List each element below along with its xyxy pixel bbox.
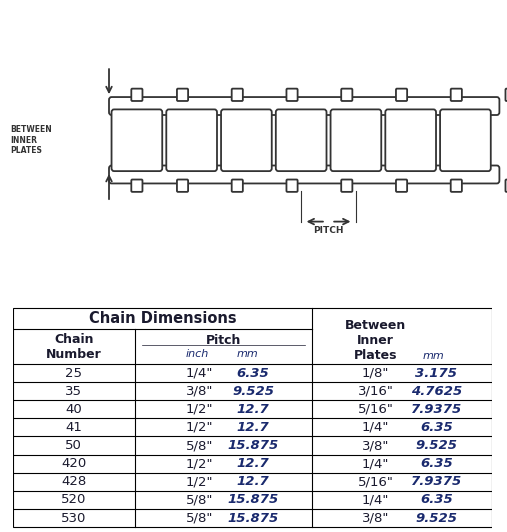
Text: 3/8": 3/8" bbox=[362, 512, 389, 525]
Text: 40: 40 bbox=[65, 403, 82, 416]
FancyBboxPatch shape bbox=[286, 179, 298, 192]
Text: 12.7: 12.7 bbox=[237, 457, 270, 470]
Text: 5/8": 5/8" bbox=[186, 512, 213, 525]
Text: 9.525: 9.525 bbox=[232, 385, 274, 398]
Text: 1/4": 1/4" bbox=[362, 457, 389, 470]
Text: 1/8": 1/8" bbox=[362, 367, 389, 379]
Text: 6.35: 6.35 bbox=[420, 421, 453, 434]
Text: Chain
Number: Chain Number bbox=[46, 332, 101, 361]
Text: 25: 25 bbox=[65, 367, 82, 379]
FancyBboxPatch shape bbox=[166, 110, 217, 171]
Text: 530: 530 bbox=[61, 512, 87, 525]
FancyBboxPatch shape bbox=[286, 89, 298, 101]
Text: 3/8": 3/8" bbox=[362, 439, 389, 452]
Text: 6.35: 6.35 bbox=[237, 367, 270, 379]
Text: 1/2": 1/2" bbox=[186, 475, 213, 488]
Text: 12.7: 12.7 bbox=[237, 403, 270, 416]
Text: 41: 41 bbox=[65, 421, 82, 434]
Text: inch: inch bbox=[186, 348, 209, 359]
Text: 3/16": 3/16" bbox=[357, 385, 393, 398]
Text: 6.35: 6.35 bbox=[420, 457, 453, 470]
Text: 15.875: 15.875 bbox=[228, 439, 279, 452]
Text: 5/16": 5/16" bbox=[357, 403, 393, 416]
Text: 3/8": 3/8" bbox=[186, 385, 213, 398]
Text: Between
Inner
Plates: Between Inner Plates bbox=[345, 319, 406, 362]
Text: 7.9375: 7.9375 bbox=[411, 475, 462, 488]
FancyBboxPatch shape bbox=[440, 110, 491, 171]
Text: 35: 35 bbox=[65, 385, 82, 398]
Text: 1/4": 1/4" bbox=[362, 493, 389, 506]
Text: Pitch: Pitch bbox=[206, 334, 241, 347]
FancyBboxPatch shape bbox=[451, 179, 462, 192]
Text: 1/2": 1/2" bbox=[186, 403, 213, 416]
FancyBboxPatch shape bbox=[112, 110, 162, 171]
Text: 1/4": 1/4" bbox=[362, 421, 389, 434]
FancyBboxPatch shape bbox=[177, 179, 188, 192]
FancyBboxPatch shape bbox=[451, 89, 462, 101]
FancyBboxPatch shape bbox=[341, 89, 352, 101]
Text: 12.7: 12.7 bbox=[237, 421, 270, 434]
FancyBboxPatch shape bbox=[221, 110, 272, 171]
Text: 4.7625: 4.7625 bbox=[411, 385, 462, 398]
Text: 428: 428 bbox=[61, 475, 86, 488]
Text: 5/8": 5/8" bbox=[186, 493, 213, 506]
Text: 15.875: 15.875 bbox=[228, 493, 279, 506]
FancyBboxPatch shape bbox=[276, 110, 327, 171]
Text: 9.525: 9.525 bbox=[415, 439, 457, 452]
Text: 6.35: 6.35 bbox=[420, 493, 453, 506]
Text: mm: mm bbox=[237, 348, 258, 359]
Text: PITCH: PITCH bbox=[313, 226, 344, 235]
FancyBboxPatch shape bbox=[177, 89, 188, 101]
FancyBboxPatch shape bbox=[331, 110, 381, 171]
Text: 1/2": 1/2" bbox=[186, 421, 213, 434]
Text: 3.175: 3.175 bbox=[415, 367, 457, 379]
FancyBboxPatch shape bbox=[131, 89, 142, 101]
FancyBboxPatch shape bbox=[109, 165, 499, 184]
FancyBboxPatch shape bbox=[396, 179, 407, 192]
Text: BETWEEN
INNER
PLATES: BETWEEN INNER PLATES bbox=[10, 126, 52, 155]
FancyBboxPatch shape bbox=[232, 89, 243, 101]
FancyBboxPatch shape bbox=[232, 179, 243, 192]
Text: mm: mm bbox=[422, 351, 444, 361]
Text: 7.9375: 7.9375 bbox=[411, 403, 462, 416]
FancyBboxPatch shape bbox=[505, 179, 507, 192]
FancyBboxPatch shape bbox=[109, 97, 499, 115]
FancyBboxPatch shape bbox=[385, 110, 436, 171]
FancyBboxPatch shape bbox=[131, 179, 142, 192]
Text: 5/8": 5/8" bbox=[186, 439, 213, 452]
FancyBboxPatch shape bbox=[341, 179, 352, 192]
Text: Chain Dimensions: Chain Dimensions bbox=[89, 311, 236, 326]
FancyBboxPatch shape bbox=[396, 89, 407, 101]
Text: 5/16": 5/16" bbox=[357, 475, 393, 488]
Text: 12.7: 12.7 bbox=[237, 475, 270, 488]
Text: 50: 50 bbox=[65, 439, 82, 452]
Text: 1/2": 1/2" bbox=[186, 457, 213, 470]
Text: 9.525: 9.525 bbox=[415, 512, 457, 525]
Text: 520: 520 bbox=[61, 493, 87, 506]
Text: 15.875: 15.875 bbox=[228, 512, 279, 525]
FancyBboxPatch shape bbox=[505, 89, 507, 101]
Text: 1/4": 1/4" bbox=[186, 367, 213, 379]
Text: 420: 420 bbox=[61, 457, 86, 470]
